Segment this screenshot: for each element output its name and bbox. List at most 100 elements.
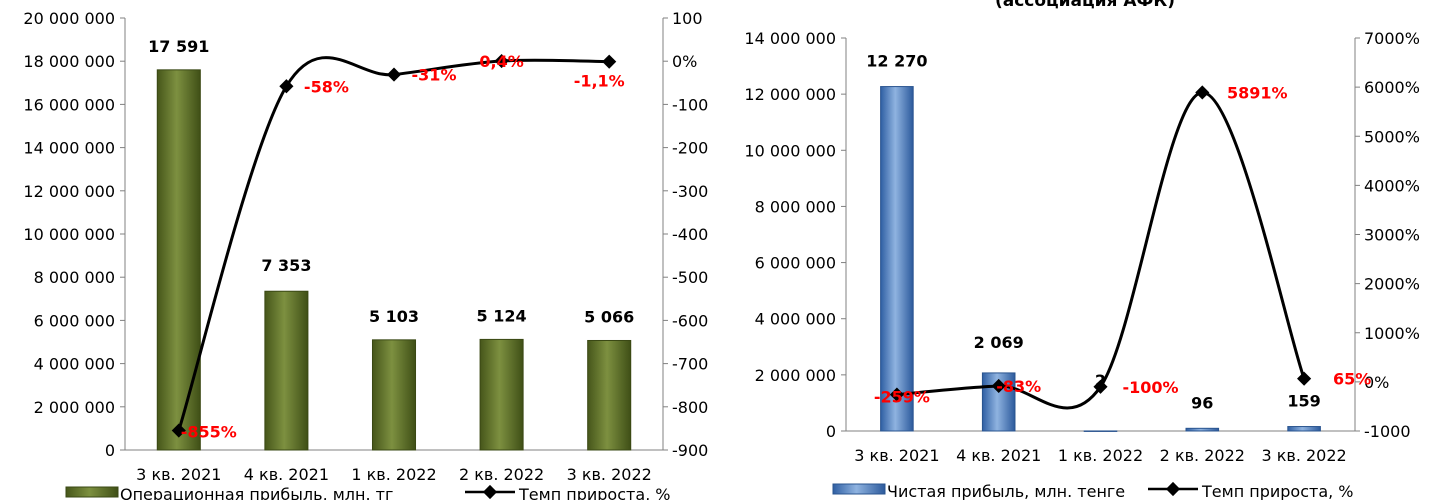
y-tick-label: 8 000 000	[755, 197, 836, 216]
pct-label: -100%	[1122, 378, 1178, 397]
bar	[587, 339, 632, 451]
y-tick-label: 0	[826, 422, 836, 441]
bar	[880, 86, 914, 432]
y-tick-label: 4 000 000	[755, 310, 836, 329]
pct-label: 0,4%	[479, 52, 523, 71]
legend-line-label: Темп прироста, %	[518, 485, 671, 500]
y2-tick-label: -800	[672, 398, 708, 417]
legend-line-marker	[1165, 481, 1181, 497]
y-tick-label: 14 000 000	[744, 29, 836, 48]
y2-tick-label: 100	[672, 9, 703, 28]
x-tick-label: 3 кв. 2021	[136, 465, 221, 484]
y2-tick-label: 4000%	[1364, 176, 1420, 195]
legend-bar-swatch	[832, 483, 886, 495]
legend-bar-swatch	[65, 486, 119, 498]
y2-tick-label: 6000%	[1364, 78, 1420, 97]
bar-value-label: 2 069	[974, 333, 1024, 352]
y2-tick-label: -400	[672, 225, 708, 244]
pct-label: -83%	[996, 377, 1041, 396]
line-point	[1093, 379, 1108, 394]
pct-label: -855%	[181, 423, 237, 442]
y2-tick-label: 0%	[672, 52, 697, 71]
growth-rate-line	[896, 90, 1306, 410]
y2-tick-label: -300	[672, 182, 708, 201]
line-point	[602, 54, 617, 69]
legend-line-marker	[482, 484, 498, 500]
y2-tick-label: 7000%	[1364, 29, 1420, 48]
bar-value-label: 17 591	[148, 37, 209, 56]
legend-line-label: Темп прироста, %	[1201, 482, 1354, 500]
bar-value-label: 159	[1287, 392, 1320, 411]
y-tick-label: 8 000 000	[34, 268, 115, 287]
x-tick-label: 4 кв. 2021	[956, 446, 1041, 465]
bar-value-label: 12 270	[866, 52, 927, 71]
bar	[479, 338, 524, 451]
chart-operating-profit: 0 2 000 000 4 000 000 6 000 000 8 000 000 10 …	[23, 9, 708, 500]
y2-tick-label: -500	[672, 268, 708, 287]
line-point	[1195, 85, 1210, 100]
bar	[1185, 427, 1220, 432]
line-point	[889, 387, 904, 402]
pct-label: -31%	[412, 66, 457, 85]
y2-tick-label: -900	[672, 441, 708, 460]
growth-rate-line	[177, 56, 610, 432]
y-tick-label: 2 000 000	[34, 398, 115, 417]
y-tick-label: 12 000 000	[744, 85, 836, 104]
y2-tick-label: 0%	[1364, 373, 1389, 392]
bar-value-label: 5 124	[477, 306, 527, 325]
line-point	[171, 423, 186, 438]
x-tick-label: 1 кв. 2022	[351, 465, 436, 484]
y-tick-label: 0	[105, 441, 115, 460]
line-point	[1297, 371, 1312, 386]
pct-label: 5891%	[1227, 83, 1288, 102]
y2-tick-label: -700	[672, 355, 708, 374]
y2-tick-label: -100	[672, 95, 708, 114]
pct-label: -58%	[304, 77, 349, 96]
y-tick-label: 6 000 000	[34, 311, 115, 330]
pct-label: -1,1%	[574, 72, 625, 91]
line-point	[279, 79, 294, 94]
line-point	[386, 67, 402, 82]
chart-title: (ассоциация АФК)	[995, 0, 1175, 11]
y2-tick-label: 5000%	[1364, 127, 1420, 146]
y-tick-label: 18 000 000	[23, 52, 115, 71]
pct-label: -259%	[874, 388, 930, 407]
bar-value-label: 7 353	[261, 256, 311, 275]
y-tick-label: 10 000 000	[23, 225, 115, 244]
bar	[156, 69, 201, 451]
x-tick-label: 1 кв. 2022	[1058, 446, 1143, 465]
bar	[1287, 426, 1321, 432]
y2-tick-label: -600	[672, 311, 708, 330]
x-tick-label: 3 кв. 2022	[567, 465, 652, 484]
bar	[264, 290, 309, 451]
y2-tick-label: 1000%	[1364, 324, 1420, 343]
x-tick-label: 3 кв. 2022	[1261, 446, 1346, 465]
bar	[371, 339, 417, 451]
y-tick-label: 10 000 000	[744, 141, 836, 160]
pct-label: 65%	[1333, 370, 1371, 389]
bar	[1083, 430, 1118, 432]
y-tick-label: 12 000 000	[23, 182, 115, 201]
y-tick-label: 14 000 000	[23, 139, 115, 158]
y-tick-label: 6 000 000	[755, 254, 836, 273]
y-tick-label: 4 000 000	[34, 355, 115, 374]
chart-net-profit: 0 2 000 000 4 000 000 6 000 000 8 000 000 10 …	[744, 0, 1420, 500]
line-point	[494, 53, 509, 69]
legend-bar-label: Операционная прибыль, млн. тг	[120, 485, 393, 500]
x-tick-label: 2 кв. 2022	[1160, 446, 1245, 465]
x-tick-label: 2 кв. 2022	[459, 465, 544, 484]
y-tick-label: 20 000 000	[23, 9, 115, 28]
x-tick-label: 3 кв. 2021	[854, 446, 939, 465]
y-tick-label: 16 000 000	[23, 95, 115, 114]
x-tick-label: 4 кв. 2021	[244, 465, 329, 484]
y2-tick-label: -1000	[1364, 422, 1411, 441]
bar-value-label: 5 066	[584, 307, 634, 326]
legend-bar-label: Чистая прибыль, млн. тенге	[887, 482, 1125, 500]
y2-tick-label: 3000%	[1364, 226, 1420, 245]
bar-value-label: 5 103	[369, 307, 419, 326]
y2-tick-label: -200	[672, 139, 708, 158]
line-point	[991, 378, 1006, 394]
y-tick-label: 2 000 000	[755, 366, 836, 385]
bar-value-label: 96	[1191, 393, 1213, 412]
